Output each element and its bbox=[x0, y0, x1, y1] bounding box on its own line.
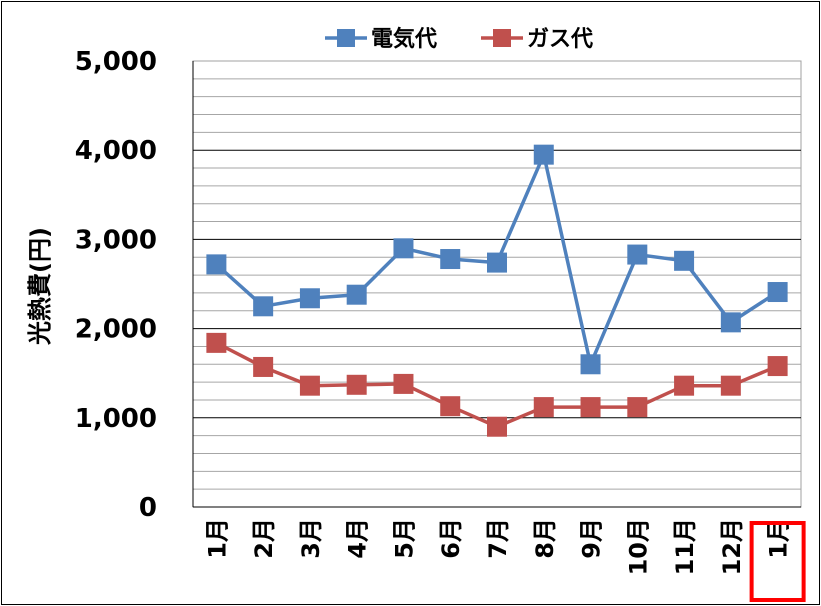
data-point bbox=[206, 254, 227, 275]
x-tick-label: 4月 bbox=[344, 518, 372, 559]
y-tick-label: 0 bbox=[139, 493, 157, 523]
legend-marker bbox=[493, 29, 511, 47]
data-point bbox=[720, 375, 741, 396]
legend-item-1: 電気代 bbox=[325, 26, 437, 52]
x-tick-label: 6月 bbox=[437, 518, 465, 559]
data-point bbox=[767, 356, 788, 377]
data-point bbox=[253, 356, 274, 377]
legend-label: ガス代 bbox=[527, 27, 593, 52]
data-point bbox=[253, 296, 274, 317]
data-point bbox=[346, 284, 367, 305]
legend-label: 電気代 bbox=[371, 26, 437, 52]
data-point bbox=[674, 250, 695, 271]
x-tick-label: 5月 bbox=[390, 518, 418, 559]
x-tick-label: 11月 bbox=[671, 518, 699, 575]
plot-area bbox=[192, 60, 802, 508]
x-tick-label: 3月 bbox=[297, 518, 325, 559]
data-point bbox=[440, 396, 461, 417]
data-point bbox=[580, 354, 601, 375]
x-tick-label: 12月 bbox=[718, 518, 746, 575]
x-tick-label: 1月 bbox=[203, 518, 231, 559]
plot-area-border bbox=[192, 60, 802, 508]
y-axis-label: 光熱費(円) bbox=[26, 227, 54, 346]
data-point bbox=[674, 375, 695, 396]
x-tick-label: 2月 bbox=[250, 518, 278, 559]
data-point bbox=[440, 249, 461, 270]
data-point bbox=[346, 374, 367, 395]
legend-item-2: ガス代 bbox=[481, 27, 593, 52]
y-axis-ticks: 0 1,000 2,000 3,000 4,000 5,000 bbox=[75, 47, 157, 523]
series-layer bbox=[206, 144, 788, 437]
x-tick-label: 8月 bbox=[531, 518, 559, 559]
data-point bbox=[720, 312, 741, 333]
y-tick-label: 3,000 bbox=[75, 225, 157, 255]
data-point bbox=[627, 244, 648, 265]
legend-marker bbox=[337, 29, 355, 47]
y-tick-label: 5,000 bbox=[75, 47, 157, 77]
data-point bbox=[533, 144, 554, 165]
data-point bbox=[533, 397, 554, 418]
series-2 bbox=[206, 332, 788, 437]
series-1 bbox=[206, 144, 788, 375]
data-point bbox=[393, 238, 414, 259]
y-tick-label: 2,000 bbox=[75, 315, 157, 345]
x-axis-ticks: 1月 2月 3月 4月 5月 6月 7月 8月 9月 10月 11月 12月 1月 bbox=[203, 518, 806, 602]
x-tick-label: 10月 bbox=[624, 518, 652, 575]
legend: 電気代 ガス代 bbox=[325, 26, 593, 52]
data-point bbox=[627, 397, 648, 418]
x-tick-label: 7月 bbox=[484, 518, 512, 559]
data-point bbox=[487, 252, 507, 273]
data-point bbox=[767, 282, 788, 303]
data-point bbox=[299, 375, 320, 396]
grid bbox=[192, 60, 801, 508]
highlight-box bbox=[749, 521, 806, 602]
y-tick-label: 1,000 bbox=[75, 404, 157, 434]
data-point bbox=[487, 416, 507, 437]
data-point bbox=[206, 332, 227, 353]
x-tick-label: 9月 bbox=[578, 518, 606, 559]
data-point bbox=[299, 288, 320, 309]
data-point bbox=[393, 373, 414, 394]
data-point bbox=[580, 397, 601, 418]
y-tick-label: 4,000 bbox=[75, 136, 157, 166]
